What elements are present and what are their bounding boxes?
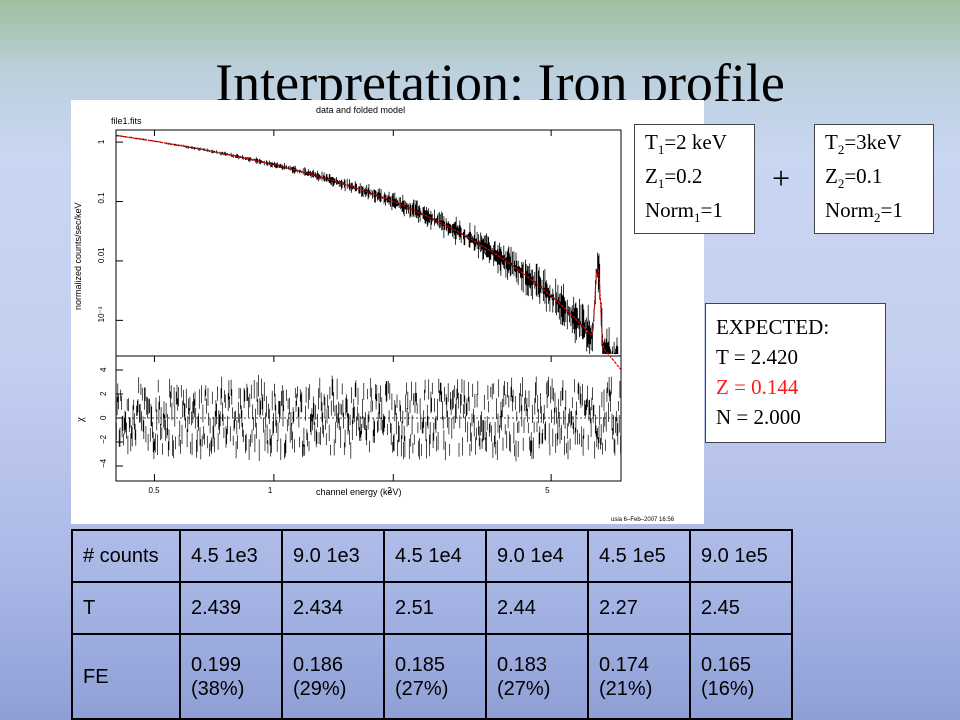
y-tick-label: 0.01	[97, 247, 106, 263]
data-layer: 1 0.1 0.01 10⁻³ 4 2 0 −2 −4 0.5 1 2 5	[97, 130, 622, 495]
expected-t: T = 2.420	[716, 345, 799, 369]
norm-subscript: 1	[694, 210, 701, 226]
z-subscript: 2	[837, 176, 845, 192]
t-symbol: T	[645, 130, 658, 154]
z-symbol: Z	[825, 164, 838, 189]
z-subscript: 1	[657, 176, 665, 192]
norm-subscript: 2	[874, 210, 881, 226]
expected-box: EXPECTED: T = 2.420 Z = 0.144 N = 2.000	[705, 303, 886, 443]
table-cell: 0.199 (38%)	[179, 633, 283, 720]
table-cell: 0.183 (27%)	[485, 633, 589, 720]
z-value: =0.2	[664, 164, 703, 189]
expected-z: Z = 0.144	[716, 375, 799, 399]
table-cell: 9.0 1e5	[689, 528, 793, 584]
t-value: =3keV	[844, 130, 902, 154]
table-cell: 0.185 (27%)	[383, 633, 487, 720]
table-cell: 2.45	[689, 581, 793, 636]
t-symbol: T	[825, 130, 838, 154]
y-tick-label: 1	[97, 139, 106, 144]
t-value: =2 keV	[664, 130, 727, 154]
y-tick-label: 0.1	[97, 192, 106, 204]
component1-box: T1=2 keV Z1=0.2 Norm1=1	[634, 124, 755, 234]
z-value: =0.1	[844, 164, 883, 189]
component1-t: T1=2 keV	[645, 129, 744, 163]
x-tick-label: 2	[387, 486, 392, 495]
table-cell: 2.27	[587, 581, 691, 636]
plot-header: data and folded model	[316, 105, 405, 115]
y-tick-label: −4	[99, 458, 108, 468]
y-tick-label: −2	[99, 434, 108, 444]
table-cell: 9.0 1e4	[485, 528, 589, 584]
table-cell: 2.439	[179, 581, 283, 636]
table-cell: 2.51	[383, 581, 487, 636]
table-cell: 9.0 1e3	[281, 528, 385, 584]
norm-value: =1	[700, 198, 723, 223]
table-cell: 0.174 (21%)	[587, 633, 691, 720]
residual-points	[116, 374, 621, 462]
component1-z: Z1=0.2	[645, 163, 744, 197]
spectrum-plot: 1 0.1 0.01 10⁻³ 4 2 0 −2 −4 0.5 1 2 5 data and folde…	[71, 100, 704, 524]
t-subscript: 2	[837, 142, 845, 158]
x-axis-label: channel energy (keV)	[316, 487, 402, 497]
t-subscript: 1	[657, 142, 665, 158]
top-panel-frame	[115, 129, 622, 357]
plus-sign: +	[772, 160, 791, 196]
x-tick-label: 1	[268, 486, 273, 495]
table-cell: 2.434	[281, 581, 385, 636]
table-cell: # counts	[71, 528, 181, 584]
y-tick-label: 2	[99, 391, 108, 396]
expected-heading: EXPECTED:	[716, 315, 830, 339]
table-row: T 2.439 2.434 2.51 2.44 2.27 2.45	[71, 581, 793, 636]
norm-symbol: Norm	[825, 198, 874, 223]
y-tick-label: 10⁻³	[97, 306, 106, 322]
table-cell: FE	[71, 633, 181, 720]
folded-model-line	[116, 134, 622, 370]
spectrum-plot-svg: 1 0.1 0.01 10⁻³ 4 2 0 −2 −4 0.5 1 2 5 data and folde…	[73, 105, 675, 523]
y-tick-label: 0	[99, 415, 108, 420]
plot-footer: usia 6–Feb–2007 16:56	[611, 517, 675, 523]
table-cell: T	[71, 581, 181, 636]
table-row: # counts 4.5 1e3 9.0 1e3 4.5 1e4 9.0 1e4…	[71, 528, 793, 584]
norm-symbol: Norm	[645, 198, 694, 223]
bottom-ylabel: χ	[74, 417, 86, 423]
component2-box: T2=3keV Z2=0.1 Norm2=1	[814, 124, 934, 234]
spectrum-data-points	[116, 134, 619, 354]
results-table: # counts 4.5 1e3 9.0 1e3 4.5 1e4 9.0 1e4…	[71, 528, 793, 720]
component2-norm: Norm2=1	[825, 197, 923, 231]
table-row: FE 0.199 (38%) 0.186 (29%) 0.185 (27%) 0…	[71, 633, 793, 720]
table-cell: 0.165 (16%)	[689, 633, 793, 720]
table-cell: 0.186 (29%)	[281, 633, 385, 720]
component2-z: Z2=0.1	[825, 163, 923, 197]
norm-value: =1	[880, 198, 903, 223]
table-cell: 2.44	[485, 581, 589, 636]
expected-n: N = 2.000	[716, 405, 801, 429]
x-tick-label: 5	[545, 486, 550, 495]
component1-norm: Norm1=1	[645, 197, 744, 231]
top-ylabel: normalized counts/sec/keV	[73, 202, 83, 310]
table-cell: 4.5 1e3	[179, 528, 283, 584]
plot-filename: file1.fits	[111, 116, 142, 126]
y-tick-label: 4	[99, 367, 108, 372]
x-tick-label: 0.5	[148, 486, 160, 495]
table-cell: 4.5 1e4	[383, 528, 487, 584]
table-cell: 4.5 1e5	[587, 528, 691, 584]
z-symbol: Z	[645, 164, 658, 189]
component2-t: T2=3keV	[825, 129, 923, 163]
